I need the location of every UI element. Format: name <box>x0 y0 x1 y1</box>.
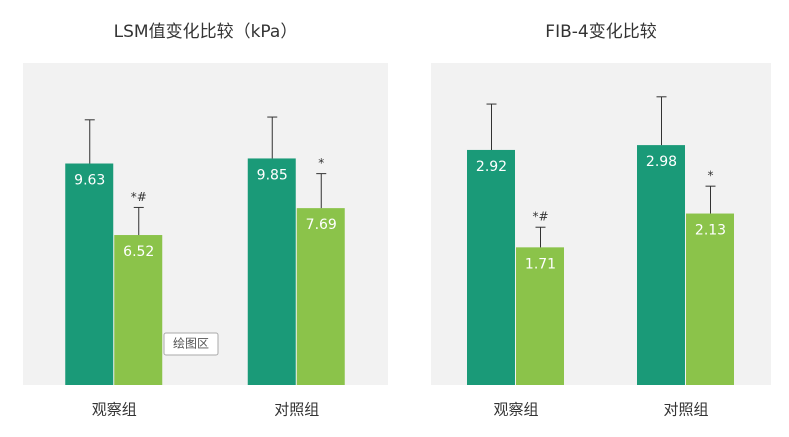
tooltip-box <box>163 332 219 356</box>
bar <box>686 213 734 385</box>
bar <box>247 158 296 385</box>
annotation: * <box>318 156 324 170</box>
data-label: 1.71 <box>525 256 556 272</box>
data-label: 2.92 <box>476 159 507 175</box>
bar <box>467 149 515 385</box>
data-label: 9.63 <box>74 173 105 189</box>
x-tick-label: 对照组 <box>274 401 319 419</box>
data-label: 2.98 <box>646 154 677 170</box>
data-label: 6.52 <box>123 244 154 260</box>
data-label: 9.85 <box>257 167 288 183</box>
tooltip: 绘图区 <box>173 336 209 351</box>
bar <box>637 145 685 385</box>
x-tick-label: 观察组 <box>92 401 137 419</box>
chart-title: LSM值变化比较（kPa） <box>114 22 298 42</box>
annotation: *# <box>532 210 548 224</box>
bar <box>516 247 564 385</box>
data-label: 2.13 <box>695 223 726 239</box>
bar <box>296 208 345 385</box>
bar <box>114 235 163 385</box>
data-label: 7.69 <box>306 217 337 233</box>
x-tick-label: 观察组 <box>493 401 538 419</box>
annotation: *# <box>131 190 147 204</box>
x-tick-label: 对照组 <box>663 401 708 419</box>
chart-title: FIB-4变化比较 <box>545 22 656 42</box>
bar <box>65 163 114 385</box>
annotation: * <box>708 169 714 183</box>
